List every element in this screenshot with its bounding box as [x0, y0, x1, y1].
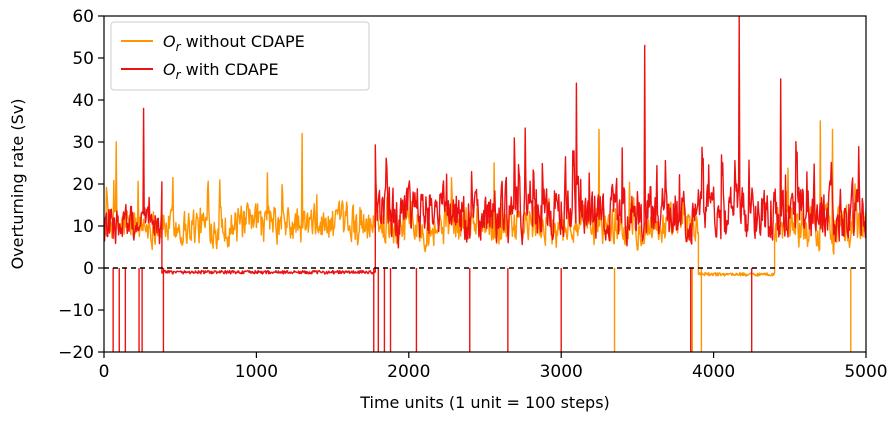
x-tick-label: 0	[99, 362, 110, 382]
x-tick-label: 5000	[844, 362, 887, 382]
x-axis-label: Time units (1 unit = 100 steps)	[359, 393, 610, 412]
legend-box	[110, 21, 370, 91]
y-axis-ticks: −20 −10 0 10 20 30 40 50 60	[58, 7, 104, 363]
y-tick-label: 30	[72, 133, 94, 153]
x-axis-ticks: 0 1000 2000 3000 4000 5000	[99, 352, 888, 382]
y-tick-label: 20	[72, 175, 94, 195]
x-tick-label: 2000	[387, 362, 430, 382]
legend-label: Or without CDAPE	[163, 32, 305, 54]
legend: Or without CDAPE Or with CDAPE	[110, 21, 370, 91]
series-line-with-cdape	[104, 16, 866, 275]
x-tick-label: 1000	[235, 362, 278, 382]
plot-frame	[103, 15, 867, 353]
y-tick-label: 60	[72, 7, 94, 27]
y-tick-label: 10	[72, 217, 94, 237]
y-tick-label: 0	[83, 259, 94, 279]
y-axis-label: Overturning rate (Sv)	[8, 99, 27, 270]
y-tick-label: 40	[72, 91, 94, 111]
y-tick-label: 50	[72, 49, 94, 69]
y-tick-label: −10	[58, 301, 94, 321]
series-line-without-cdape	[104, 120, 866, 277]
x-tick-label: 3000	[540, 362, 583, 382]
y-tick-label: −20	[58, 343, 94, 363]
x-tick-label: 4000	[692, 362, 735, 382]
legend-label: Or with CDAPE	[163, 60, 279, 82]
plot-area	[104, 16, 866, 352]
